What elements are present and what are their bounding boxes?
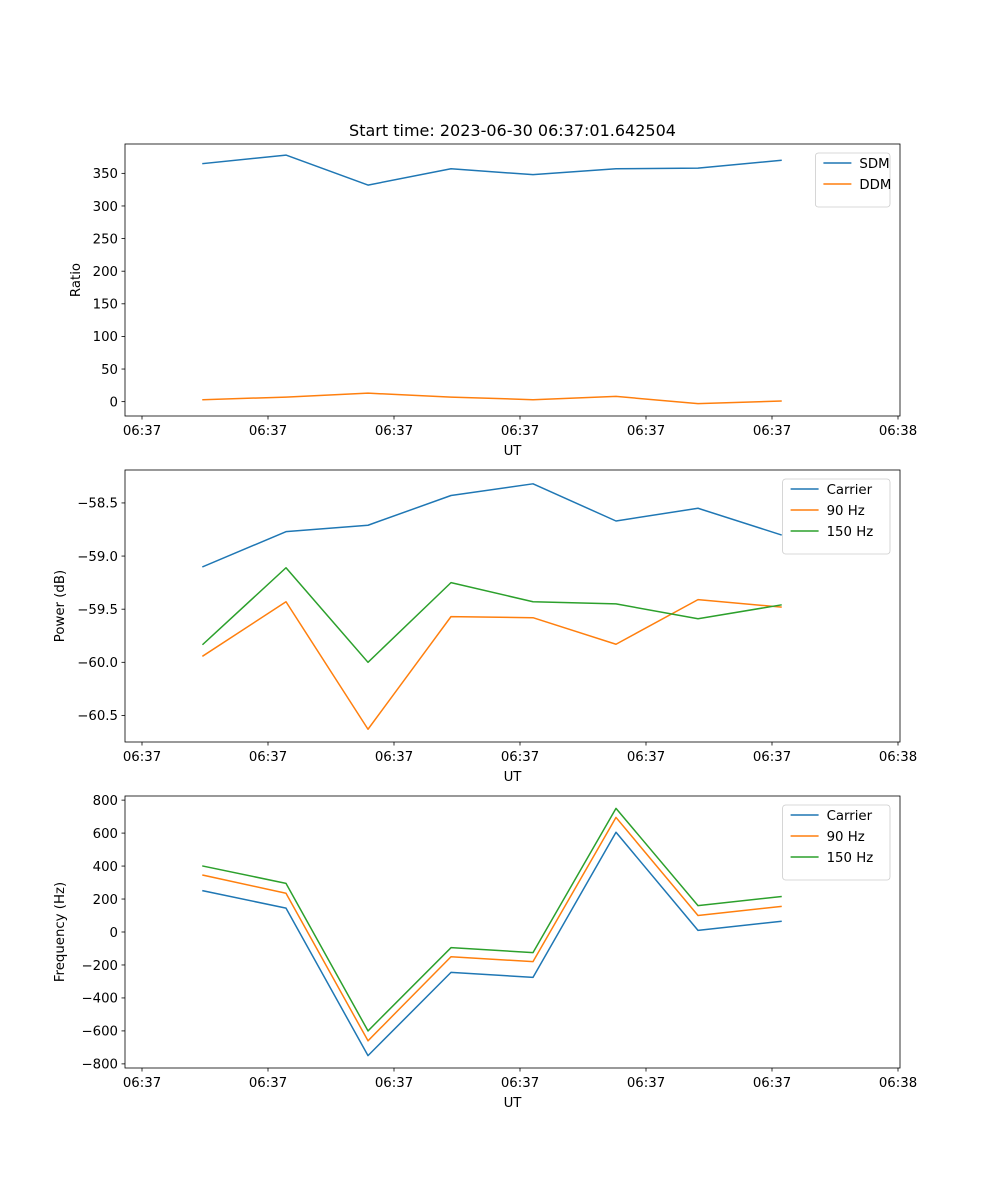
legend-entry: Carrier: [827, 483, 873, 498]
legend: Carrier 90 Hz 150 Hz: [782, 804, 891, 881]
legend-box: [782, 804, 891, 881]
y-tick-label: −600: [81, 1025, 118, 1040]
x-tick-label: 06:37: [375, 750, 413, 765]
subplot-3: 06:37 06:37 06:37 06:37 06:37 06:37 06:38 −800 −…: [53, 794, 917, 1111]
x-tick-label: 06:38: [879, 1076, 917, 1091]
legend-entry: 150 Hz: [827, 851, 874, 866]
series-line-150-hz: [201, 567, 782, 664]
x-tick-label: 06:37: [249, 750, 287, 765]
legend-entry: 150 Hz: [827, 525, 874, 540]
y-tick-label: 150: [93, 298, 118, 313]
axes-frame: [124, 469, 901, 743]
legend-box: [815, 152, 891, 208]
series-line-90-hz: [202, 816, 782, 1042]
y-tick-label: 250: [93, 232, 118, 247]
series-line-carrier: [202, 483, 782, 568]
x-tick-label: 06:37: [501, 424, 539, 439]
legend: Carrier 90 Hz 150 Hz: [782, 478, 891, 555]
y-tick-label: 50: [101, 363, 118, 378]
axes-frame: [124, 143, 901, 417]
y-tick-label: 350: [93, 167, 118, 182]
x-tick-label: 06:37: [123, 1076, 161, 1091]
subplot-1: 06:37 06:37 06:37 06:37 06:37 06:37 06:38 0 50 10…: [69, 143, 917, 459]
x-tick-label: 06:37: [753, 424, 791, 439]
y-tick-label: −800: [81, 1058, 118, 1073]
y-tick-label: 600: [93, 827, 118, 842]
x-axis-label: UT: [504, 1096, 523, 1111]
y-tick-label: 200: [93, 893, 118, 908]
legend-entry: 90 Hz: [827, 504, 865, 519]
series-line-sdm: [202, 154, 782, 186]
x-tick-label: 06:37: [249, 424, 287, 439]
y-tick-label: 200: [93, 265, 118, 280]
x-axis-label: UT: [504, 770, 523, 785]
x-tick-label: 06:37: [249, 1076, 287, 1091]
x-tick-label: 06:37: [627, 424, 665, 439]
y-tick-label: 400: [93, 860, 118, 875]
figure-title: Start time: 2023-06-30 06:37:01.642504: [349, 121, 676, 140]
series-line-90-hz: [201, 598, 782, 730]
x-tick-label: 06:37: [627, 1076, 665, 1091]
y-axis-label: Frequency (Hz): [53, 882, 68, 982]
series-line-carrier: [202, 831, 782, 1057]
x-tick-label: 06:37: [123, 750, 161, 765]
y-tick-label: −60.0: [77, 656, 118, 671]
y-tick-label: −200: [81, 959, 118, 974]
x-tick-label: 06:37: [501, 750, 539, 765]
y-tick-label: 300: [93, 200, 118, 215]
x-axis-label: UT: [504, 444, 523, 459]
x-tick-label: 06:37: [753, 750, 791, 765]
y-tick-label: −58.5: [77, 497, 118, 512]
x-tick-label: 06:38: [879, 750, 917, 765]
y-tick-label: −59.5: [77, 603, 118, 618]
subplot-2: 06:37 06:37 06:37 06:37 06:37 06:37 06:38 −60.5…: [53, 469, 917, 785]
y-axis-label: Ratio: [69, 263, 84, 297]
y-tick-label: 0: [110, 395, 118, 410]
legend-entry: DDM: [859, 178, 891, 193]
y-tick-label: 0: [110, 926, 118, 941]
y-tick-label: 100: [93, 330, 118, 345]
legend-box: [782, 478, 891, 555]
y-tick-label: 800: [93, 794, 118, 809]
y-tick-label: −400: [81, 992, 118, 1007]
x-tick-label: 06:37: [375, 1076, 413, 1091]
legend-entry: 90 Hz: [827, 830, 865, 845]
legend-entry: SDM: [859, 157, 889, 172]
y-axis-label: Power (dB): [53, 570, 68, 642]
legend: SDM DDM: [815, 152, 891, 208]
x-tick-label: 06:37: [501, 1076, 539, 1091]
legend-entry: Carrier: [827, 809, 873, 824]
series-line-150-hz: [202, 807, 782, 1032]
x-tick-label: 06:37: [123, 424, 161, 439]
x-tick-label: 06:37: [627, 750, 665, 765]
y-tick-label: −60.5: [77, 709, 118, 724]
x-tick-label: 06:37: [753, 1076, 791, 1091]
y-tick-label: −59.0: [77, 550, 118, 565]
series-line-ddm: [202, 392, 782, 405]
x-tick-label: 06:38: [879, 424, 917, 439]
x-tick-label: 06:37: [375, 424, 413, 439]
